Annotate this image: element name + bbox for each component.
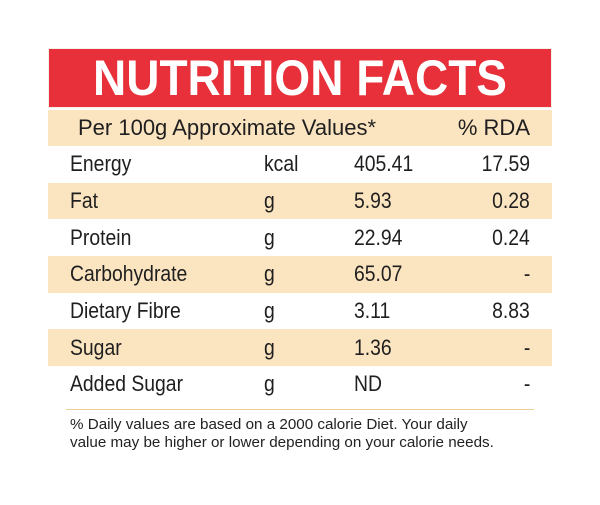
divider: [66, 408, 534, 410]
nutrient-value: 1.36: [354, 334, 392, 360]
nutrient-unit: kcal: [264, 151, 299, 177]
nutrient-rda: 17.59: [481, 151, 530, 177]
nutrient-name: Sugar: [70, 334, 122, 360]
header-rda: % RDA: [457, 115, 530, 140]
header-per-100g: Per 100g Approximate Values*: [78, 115, 376, 140]
nutrient-rda: -: [523, 261, 530, 287]
footnote-line-2: value may be higher or lower depending o…: [70, 433, 494, 451]
nutrient-name: Carbohydrate: [70, 261, 188, 287]
panel-title: NUTRITION FACTS: [92, 50, 507, 106]
table-row-carbohydrate: Carbohydrate g 65.07 -: [48, 256, 552, 293]
nutrient-name: Dietary Fibre: [70, 298, 181, 324]
nutrient-unit: g: [264, 188, 275, 214]
table-row-dietary-fibre: Dietary Fibre g 3.11 8.83: [48, 293, 552, 330]
footnote: % Daily values are based on a 2000 calor…: [70, 416, 550, 452]
table-header: Per 100g Approximate Values* % RDA: [48, 110, 552, 146]
nutrient-value: ND: [354, 371, 382, 397]
nutrient-unit: g: [264, 298, 275, 324]
nutrient-value: 5.93: [354, 188, 392, 214]
nutrient-value: 65.07: [354, 261, 403, 287]
nutrient-unit: g: [264, 224, 275, 250]
nutrient-rda: -: [523, 371, 530, 397]
nutrient-rda: -: [523, 334, 530, 360]
nutrient-rda: 0.24: [492, 224, 530, 250]
table-row-sugar: Sugar g 1.36 -: [48, 329, 552, 367]
footnote-line-1: % Daily values are based on a 2000 calor…: [70, 415, 468, 433]
table-row-added-sugar: Added Sugar g ND -: [48, 366, 552, 403]
table-row-energy: Energy kcal 405.41 17.59: [48, 146, 552, 183]
table-row-protein: Protein g 22.94 0.24: [48, 219, 552, 256]
nutrient-name: Added Sugar: [70, 371, 184, 397]
nutrient-rda: 8.83: [492, 298, 530, 324]
nutrient-value: 405.41: [354, 151, 414, 177]
nutrient-name: Fat: [70, 188, 98, 214]
nutrient-value: 3.11: [354, 298, 391, 324]
nutrient-unit: g: [264, 261, 275, 287]
nutrition-facts-panel: NUTRITION FACTS Per 100g Approximate Val…: [48, 48, 552, 452]
nutrient-name: Energy: [70, 151, 132, 177]
table-row-fat: Fat g 5.93 0.28: [48, 182, 552, 220]
nutrient-rda: 0.28: [492, 188, 530, 214]
nutrient-unit: g: [264, 371, 275, 397]
nutrient-value: 22.94: [354, 224, 403, 250]
nutrient-name: Protein: [70, 224, 132, 250]
title-bar: NUTRITION FACTS: [48, 48, 552, 108]
nutrient-unit: g: [264, 334, 275, 360]
